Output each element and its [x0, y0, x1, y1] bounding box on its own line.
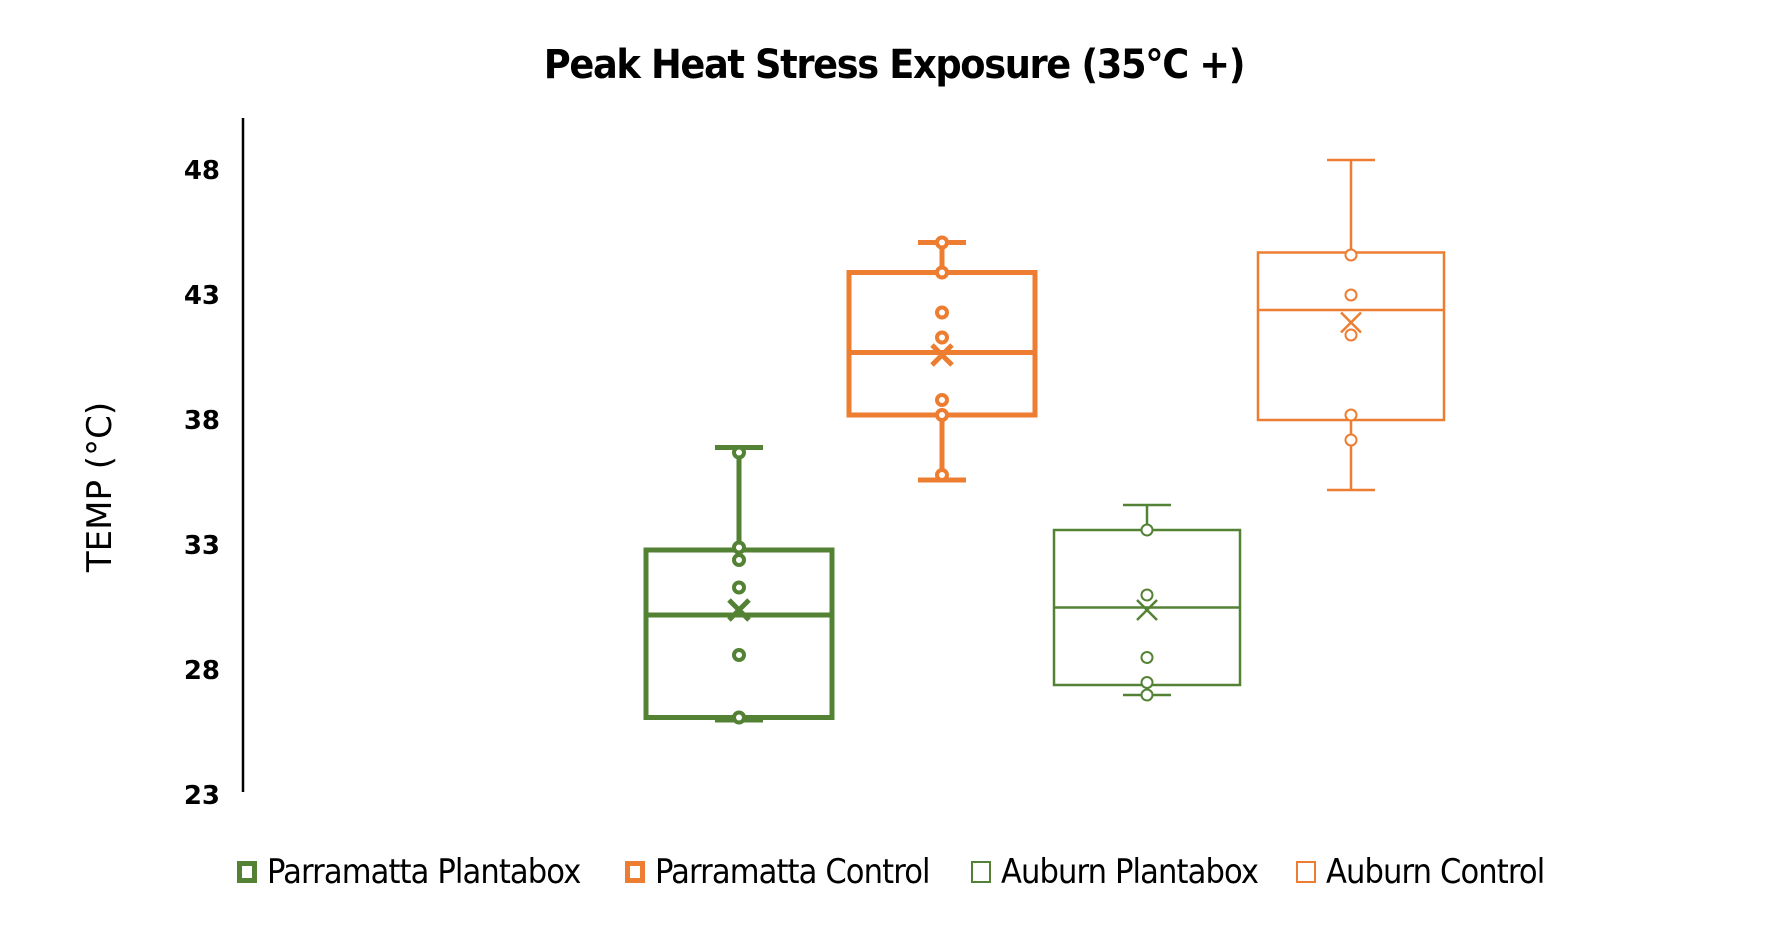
- legend-item-parramatta-plantabox[interactable]: Parramatta Plantabox: [237, 852, 597, 892]
- y-axis-ticks: 48 43 38 33 28 23: [184, 156, 220, 811]
- legend-label: Parramatta Plantabox: [267, 852, 581, 892]
- data-point-icon: [732, 553, 746, 567]
- box-iqr: [643, 547, 835, 720]
- box-series: [643, 158, 1446, 725]
- data-point-icon: [1344, 288, 1358, 302]
- y-tick: 48: [184, 156, 220, 186]
- y-tick: 28: [184, 656, 220, 686]
- data-point-icon: [732, 710, 746, 725]
- data-point-icon: [732, 540, 746, 555]
- y-tick: 43: [184, 281, 220, 311]
- legend-swatch-icon: [625, 861, 646, 883]
- y-tick: 23: [184, 781, 220, 811]
- legend: Parramatta Plantabox Parramatta Control …: [0, 852, 1788, 892]
- y-tick: 33: [184, 531, 220, 561]
- legend-swatch-icon: [237, 861, 258, 883]
- mean-marker-icon: [1136, 599, 1158, 621]
- data-point-icon: [732, 580, 746, 595]
- legend-swatch-icon: [1296, 861, 1317, 883]
- legend-label: Parramatta Control: [655, 852, 931, 892]
- legend-label: Auburn Plantabox: [1000, 852, 1259, 892]
- legend-label: Auburn Control: [1326, 852, 1545, 892]
- legend-item-auburn-control[interactable]: Auburn Control: [1296, 852, 1551, 892]
- data-point-icon: [1140, 588, 1154, 602]
- mean-marker-icon: [930, 343, 954, 367]
- mean-marker-icon: [727, 598, 751, 622]
- mean-marker-icon: [1340, 311, 1362, 334]
- data-point-icon: [935, 235, 949, 250]
- data-point-icon: [1140, 651, 1154, 664]
- data-point-icon: [935, 265, 949, 280]
- data-point-icon: [732, 445, 746, 460]
- legend-item-parramatta-control[interactable]: Parramatta Control: [625, 852, 942, 892]
- data-point-icon: [935, 408, 949, 422]
- data-point-icon: [1140, 688, 1154, 702]
- data-point-icon: [1140, 523, 1154, 537]
- data-point-icon: [1344, 433, 1358, 447]
- data-point-icon: [1344, 408, 1358, 422]
- legend-item-auburn-plantabox[interactable]: Auburn Plantabox: [970, 852, 1269, 892]
- data-point-icon: [935, 468, 949, 482]
- data-point-icon: [935, 305, 949, 320]
- legend-swatch-icon: [970, 861, 991, 883]
- chart-title: Peak Heat Stress Exposure (35°C +): [543, 42, 1246, 88]
- y-tick: 38: [184, 406, 220, 436]
- data-point-icon: [935, 393, 949, 407]
- data-point-icon: [1344, 328, 1358, 342]
- data-point-icon: [732, 648, 746, 662]
- data-point-icon: [1344, 248, 1358, 262]
- data-point-icon: [935, 330, 949, 345]
- data-point-icon: [1140, 676, 1154, 689]
